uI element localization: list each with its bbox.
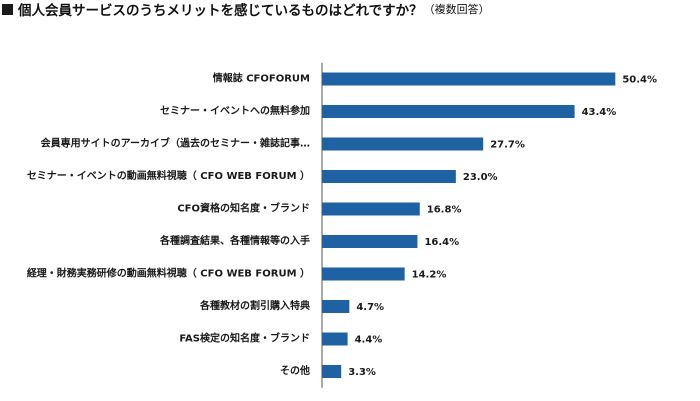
category-label: セミナー・イベントの動画無料視聴（ CFO WEB FORUM ） [27,169,310,182]
value-label: 50.4% [622,75,657,86]
bar [322,332,348,346]
title-square-icon [2,3,13,15]
category-label: セミナー・イベントへの無料参加 [160,104,310,117]
value-label: 43.4% [582,107,617,118]
category-label: 各種教材の割引購入特典 [199,299,310,312]
category-label: FAS検定の知名度・ブランド [179,332,310,345]
bar [322,202,420,216]
chart-title-text: 個人会員サービスのうちメリットを感じているものはどれですか？ [18,3,423,19]
bar [322,300,350,313]
bar [322,365,342,378]
bar-row: その他 3.3% [280,364,376,378]
value-label: 4.4% [355,335,383,346]
category-label: CFO資格の知名度・ブランド [177,202,310,215]
bar [322,72,616,86]
value-label: 16.8% [427,205,462,216]
bar [322,235,418,248]
bar [322,105,575,118]
value-label: 4.7% [356,302,384,313]
category-label: 情報誌 CFOFORUM [213,72,310,85]
value-label: 16.4% [424,237,459,248]
bar-row: CFO資格の知名度・ブランド 16.8% [177,202,461,216]
bar-row: 経理・財務実務研修の動画無料視聴（ CFO WEB FORUM ） 14.2% [27,267,447,281]
value-label: 23.0% [463,172,498,183]
bar [322,170,456,183]
bar-row: 会員専用サイトのアーカイブ（過去のセミナー・雑誌記事… 27.7% [41,137,525,151]
bar-row: セミナー・イベントへの無料参加 43.4% [160,104,616,118]
value-label: 14.2% [412,270,447,281]
bar-row: FAS検定の知名度・ブランド 4.4% [179,332,382,346]
chart-title: 個人会員サービスのうちメリットを感じているものはどれですか？ （複数回答） [2,0,490,19]
bar-row: 各種教材の割引購入特典 4.7% [199,299,384,313]
bar-row: 情報誌 CFOFORUM 50.4% [213,72,657,86]
category-label: その他 [280,364,310,377]
bar [322,137,484,151]
value-label: 27.7% [490,140,525,151]
bar-row: セミナー・イベントの動画無料視聴（ CFO WEB FORUM ） 23.0% [27,169,498,183]
category-label: 会員専用サイトのアーカイブ（過去のセミナー・雑誌記事… [41,137,310,150]
bar-row: 各種調査結果、各種情報等の入手 16.4% [159,234,459,248]
chart-title-note: （複数回答） [423,3,490,16]
value-label: 3.3% [348,367,376,378]
bar [322,267,405,281]
category-label: 各種調査結果、各種情報等の入手 [159,234,310,247]
category-label: 経理・財務実務研修の動画無料視聴（ CFO WEB FORUM ） [27,267,310,280]
